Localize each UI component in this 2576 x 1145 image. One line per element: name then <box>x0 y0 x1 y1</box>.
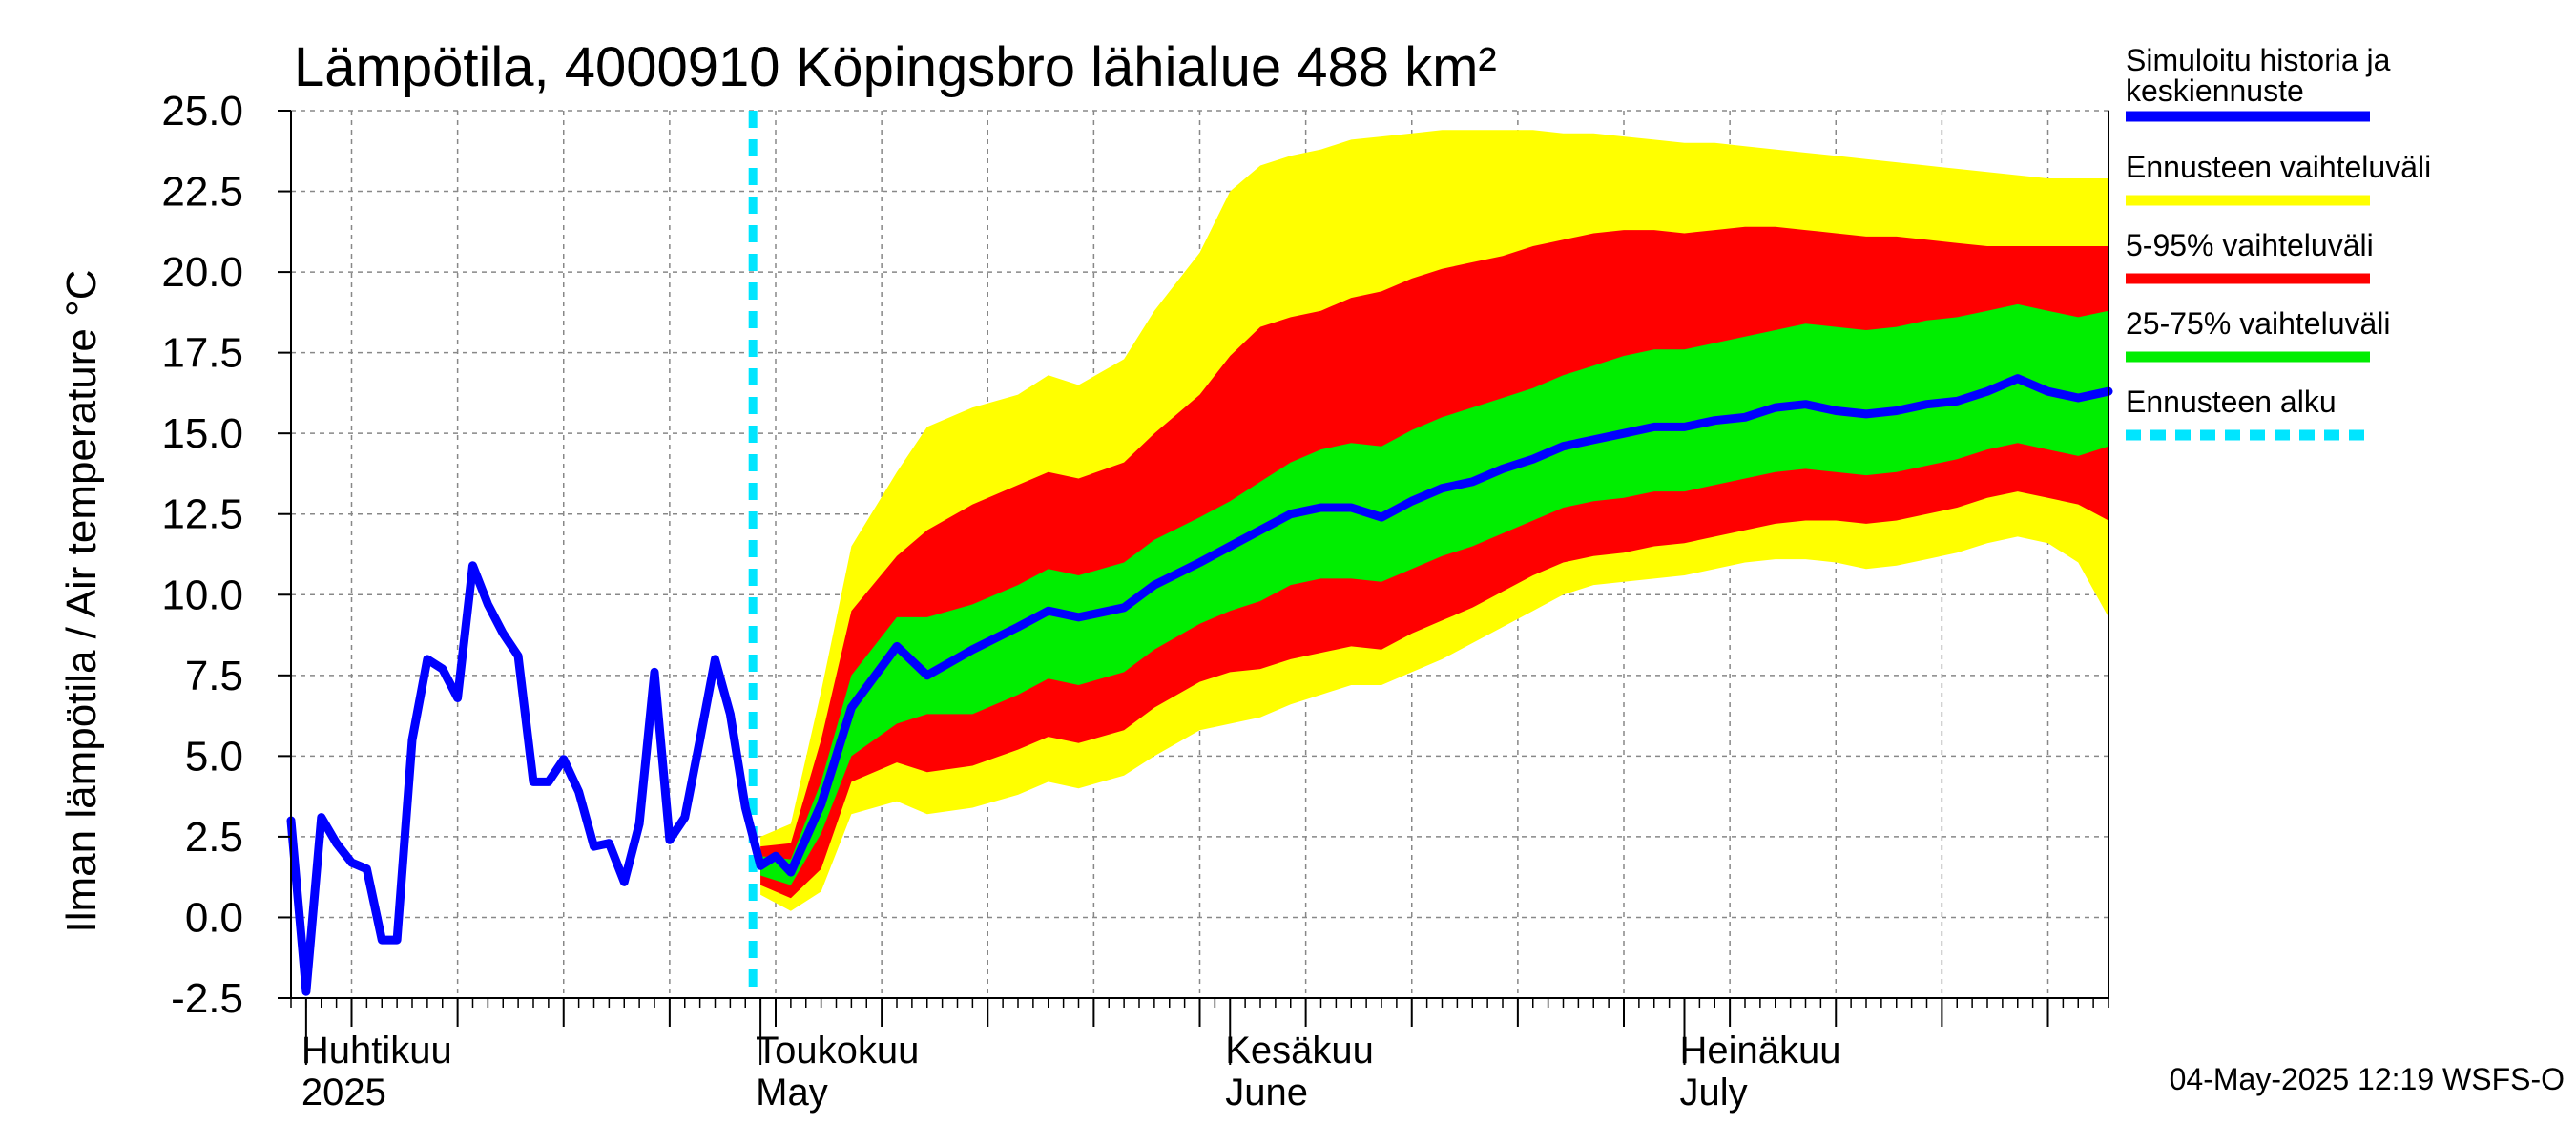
y-tick-label: 25.0 <box>161 88 243 135</box>
y-tick-label: 17.5 <box>161 330 243 377</box>
y-tick-label: 2.5 <box>185 814 243 861</box>
x-month-label-fi: Kesäkuu <box>1225 1030 1374 1072</box>
x-month-label-en: May <box>756 1072 828 1114</box>
x-month-label-en: June <box>1225 1072 1308 1114</box>
chart-title: Lämpötila, 4000910 Köpingsbro lähialue 4… <box>294 36 1497 98</box>
x-month-label-en: 2025 <box>301 1072 386 1114</box>
x-month-label-fi: Huhtikuu <box>301 1030 452 1072</box>
y-tick-label: 0.0 <box>185 894 243 941</box>
y-axis-label: Ilman lämpötila / Air temperature °C <box>58 270 105 933</box>
y-tick-label: 15.0 <box>161 410 243 457</box>
legend-label: keskiennuste <box>2126 73 2304 108</box>
series-median-line <box>286 374 2113 996</box>
y-tick-label: -2.5 <box>171 975 243 1022</box>
y-tick-label: 12.5 <box>161 491 243 538</box>
x-month-label-en: July <box>1680 1072 1748 1114</box>
x-month-label-fi: Toukokuu <box>756 1030 919 1072</box>
band-25-75 <box>760 303 2109 885</box>
legend-label: Ennusteen vaihteluväli <box>2126 150 2431 184</box>
x-month-label-fi: Heinäkuu <box>1680 1030 1841 1072</box>
legend-label: Ennusteen alku <box>2126 385 2337 419</box>
plot-area: -2.5 0.0 2.5 5.0 7.5 10.0 12.5 15.0 17.5 20.0 22.5… <box>161 88 2113 1114</box>
legend-label: 25-75% vaihteluväli <box>2126 306 2391 341</box>
legend-label: 5-95% vaihteluväli <box>2126 228 2374 262</box>
y-tick-label: 7.5 <box>185 653 243 699</box>
y-tick-label: 22.5 <box>161 169 243 216</box>
y-tick-label: 5.0 <box>185 733 243 780</box>
footer-timestamp: 04-May-2025 12:19 WSFS-O <box>2170 1062 2565 1096</box>
y-tick-label: 20.0 <box>161 249 243 296</box>
y-tick-label: 10.0 <box>161 572 243 618</box>
legend-label: Simuloitu historia ja <box>2126 43 2391 77</box>
